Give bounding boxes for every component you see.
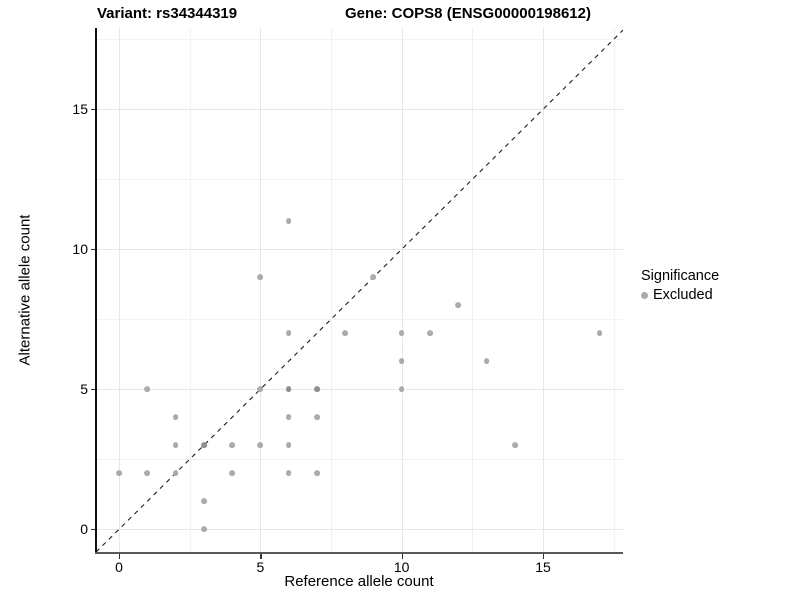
gridline-y-major (96, 109, 623, 111)
data-point (257, 274, 264, 281)
data-point (313, 386, 320, 393)
x-tick-label: 15 (535, 559, 551, 575)
data-point (144, 470, 151, 477)
data-point (200, 442, 207, 449)
data-point (257, 442, 264, 449)
x-tick-label: 10 (393, 559, 410, 575)
legend-point-icon (641, 291, 648, 299)
gridline-x-minor (189, 28, 191, 553)
gridline-y-major (96, 389, 623, 391)
data-point (229, 442, 235, 449)
data-point (398, 358, 405, 365)
data-point (200, 526, 207, 533)
data-point (427, 330, 433, 337)
y-axis-title: Alternative allele count (16, 214, 34, 366)
gridline-x-minor (331, 28, 333, 553)
y-tick-mark (90, 389, 95, 391)
legend: Significance Excluded (641, 268, 719, 303)
data-point (285, 386, 292, 393)
data-point (285, 330, 292, 337)
x-tick-mark (401, 554, 403, 559)
y-tick-mark (90, 529, 95, 531)
data-point (172, 442, 179, 449)
y-tick-mark (90, 109, 95, 111)
data-point (172, 470, 179, 477)
data-point (144, 386, 151, 393)
plot-panel (96, 28, 623, 553)
gridline-x-major (260, 28, 262, 553)
gridline-y-major (96, 529, 623, 531)
gridline-y-major (96, 249, 623, 251)
gridline-x-minor (613, 28, 615, 553)
data-point (285, 470, 292, 477)
data-point (257, 386, 264, 393)
legend-entry-label: Excluded (653, 287, 713, 303)
data-point (455, 302, 462, 309)
legend-title: Significance (641, 268, 720, 284)
data-point (398, 386, 405, 393)
gridline-x-major (401, 28, 403, 553)
y-axis-line (95, 28, 97, 553)
data-point (116, 470, 122, 477)
x-tick-mark (119, 554, 121, 559)
x-tick-mark (543, 554, 545, 559)
data-point (596, 330, 603, 337)
data-point (172, 414, 179, 421)
x-tick-mark (260, 554, 262, 559)
data-point (511, 442, 518, 449)
data-point (398, 330, 405, 337)
data-point (229, 470, 235, 477)
gridline-x-minor (472, 28, 474, 553)
data-point (370, 274, 377, 281)
data-point (285, 414, 292, 421)
x-tick-label: 5 (256, 559, 265, 575)
data-point (285, 442, 292, 449)
x-tick-label: 0 (115, 559, 123, 575)
plot-title-gene: Gene: COPS8 (ENSG00000198612) (345, 5, 591, 22)
y-tick-label: 15 (72, 101, 88, 118)
data-point (285, 218, 292, 225)
y-tick-mark (90, 249, 95, 251)
x-axis-line (95, 552, 623, 554)
data-point (342, 330, 349, 337)
gridline-x-major (543, 28, 545, 553)
data-point (313, 414, 320, 421)
legend-entry-excluded: Excluded (641, 287, 719, 303)
plot-title-variant: Variant: rs34344319 (97, 5, 238, 22)
y-tick-label: 0 (80, 521, 88, 538)
y-tick-label: 5 (80, 381, 88, 398)
y-tick-label: 10 (72, 241, 88, 258)
data-point (200, 498, 207, 505)
data-point (313, 470, 320, 477)
x-axis-title: Reference allele count (284, 573, 434, 590)
data-point (483, 358, 490, 365)
